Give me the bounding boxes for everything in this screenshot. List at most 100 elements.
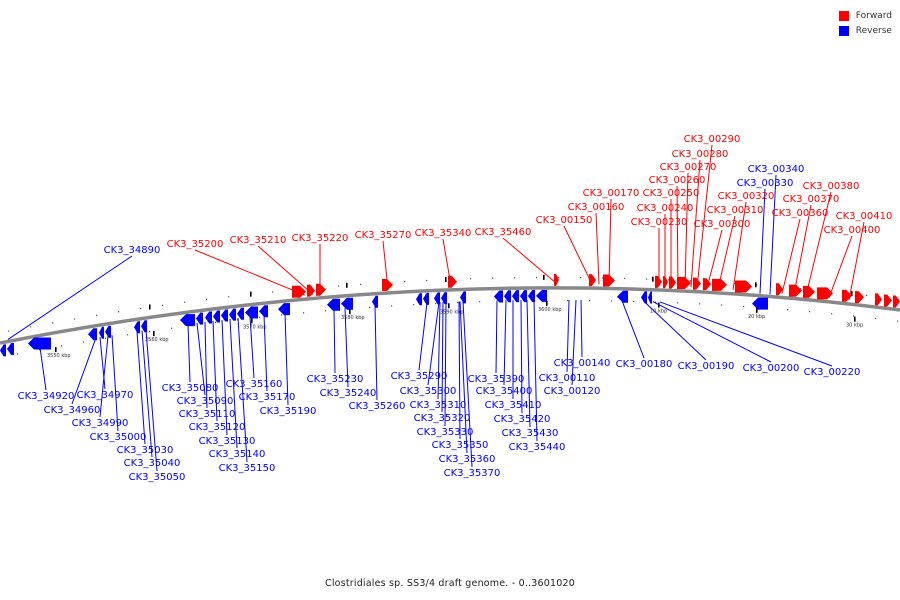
leader-line xyxy=(204,321,208,409)
minor-dot xyxy=(580,277,582,279)
leader-line xyxy=(459,301,468,454)
scale-tick-label: 3590 kbp xyxy=(440,309,464,315)
gene-label: CK3_35140 xyxy=(209,449,266,460)
minor-dot xyxy=(853,315,855,317)
minor-dot xyxy=(602,277,604,279)
backbone-line xyxy=(0,286,900,345)
reverse-gene-arrow xyxy=(259,305,268,318)
gene-label: CK3_00190 xyxy=(678,361,735,372)
gene-label: CK3_35360 xyxy=(439,454,496,465)
major-tick xyxy=(55,347,57,353)
gene-label: CK3_35350 xyxy=(432,440,489,451)
reverse-gene-arrow xyxy=(99,326,104,339)
minor-dot xyxy=(589,300,591,302)
minor-dot xyxy=(611,300,613,302)
minor-dot xyxy=(272,291,274,293)
reverse-gene-arrow xyxy=(180,314,195,327)
leader-line xyxy=(533,299,538,442)
leader-line xyxy=(526,300,531,428)
reverse-gene-arrow xyxy=(460,291,466,304)
reverse-gene-arrow xyxy=(229,308,236,321)
gene-label: CK3_35400 xyxy=(476,386,533,397)
leader-line xyxy=(793,204,812,295)
gene-label: CK3_00230 xyxy=(631,217,688,228)
gene-label: CK3_35230 xyxy=(307,374,364,385)
gene-label: CK3_35170 xyxy=(239,392,296,403)
minor-dot xyxy=(875,317,877,320)
gene-label: CK3_35220 xyxy=(292,233,349,244)
gene-label: CK3_34960 xyxy=(44,405,101,416)
minor-dot xyxy=(215,321,217,324)
gene-label: CK3_35240 xyxy=(320,388,377,399)
forward-gene-arrow xyxy=(735,280,752,293)
leader-line xyxy=(237,317,248,463)
gene-label: CK3_35420 xyxy=(494,414,551,425)
gene-label: CK3_35370 xyxy=(444,468,501,479)
leader-line xyxy=(696,144,713,288)
leader-line xyxy=(39,347,47,391)
reverse-gene-arrow xyxy=(617,290,628,303)
minor-dot xyxy=(690,280,692,282)
gene-label: CK3_35030 xyxy=(117,445,174,456)
gene-label: CK3_00160 xyxy=(568,202,625,213)
leader-line xyxy=(427,302,440,386)
legend-reverse-label: Reverse xyxy=(855,25,892,36)
minor-dot xyxy=(866,294,868,297)
minor-dot xyxy=(127,334,129,336)
leader-line xyxy=(194,249,306,296)
leader-line xyxy=(571,299,577,386)
forward-gene-arrow xyxy=(803,285,815,298)
scale-tick-label: 10 kbp xyxy=(650,309,667,315)
minor-dot xyxy=(303,312,305,314)
forward-swatch xyxy=(838,10,849,21)
minor-dot xyxy=(61,345,63,347)
gene-label: CK3_00370 xyxy=(783,194,840,205)
scale-tick-label: 30 kbp xyxy=(846,323,863,329)
gene-label: CK3_00290 xyxy=(684,134,741,145)
gene-label: CK3_35390 xyxy=(468,374,525,385)
minor-dot xyxy=(17,353,19,355)
leader-line xyxy=(828,235,853,298)
minor-dot xyxy=(536,276,538,279)
reverse-gene-arrow xyxy=(0,344,6,357)
reverse-gene-arrow xyxy=(134,321,140,334)
reverse-gene-arrow xyxy=(423,292,429,305)
forward-gene-arrow xyxy=(703,278,711,291)
minor-dot xyxy=(646,278,648,280)
major-tick xyxy=(756,307,758,313)
major-tick xyxy=(546,300,548,306)
reverse-gene-arrow xyxy=(237,307,244,320)
gene-label: CK3_35290 xyxy=(391,371,448,382)
gene-label: CK3_35200 xyxy=(167,239,224,250)
leader-line xyxy=(99,335,109,418)
minor-dot xyxy=(30,326,32,328)
leader-line xyxy=(437,302,441,400)
leader-line xyxy=(659,301,833,367)
scale-tick-label: 3580 kbp xyxy=(341,315,365,321)
forward-gene-arrow xyxy=(292,285,306,298)
minor-dot xyxy=(404,281,406,283)
leader-line xyxy=(566,299,570,373)
leader-line xyxy=(690,159,701,288)
leader-line xyxy=(684,172,689,288)
minor-dot xyxy=(734,282,736,285)
reverse-gene-arrow xyxy=(245,306,258,319)
minor-dot xyxy=(897,320,899,322)
gene-label: CK3_00400 xyxy=(824,225,881,236)
gene-labels: CK3_35200 CK3_35210 CK3_35220 CK3_35270 CK3_… xyxy=(18,134,893,483)
leader-line xyxy=(111,335,119,432)
minor-dot xyxy=(39,349,41,351)
minor-dot xyxy=(105,337,107,339)
gene-label: CK3_00410 xyxy=(836,211,893,222)
reverse-gene-arrow xyxy=(28,337,51,350)
leader-line xyxy=(781,218,801,294)
legend-forward: Forward xyxy=(838,8,892,23)
leader-line xyxy=(145,329,158,472)
gene-label: CK3_00180 xyxy=(616,359,673,370)
reverse-gene-arrow xyxy=(416,293,422,306)
leader-line xyxy=(805,191,832,296)
leader-line xyxy=(495,300,498,374)
major-tick xyxy=(854,316,856,322)
reverse-gene-arrow xyxy=(372,295,378,308)
